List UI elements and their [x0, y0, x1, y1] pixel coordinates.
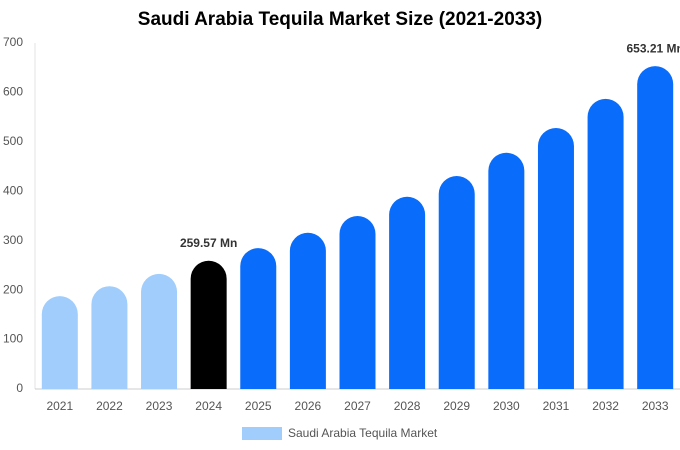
bar — [587, 98, 624, 390]
x-tick-label: 2027 — [344, 399, 371, 413]
legend-swatch — [242, 427, 282, 440]
y-tick-label: 700 — [3, 35, 23, 49]
x-tick-label: 2025 — [245, 399, 272, 413]
bar — [141, 273, 178, 389]
bar — [438, 175, 475, 389]
y-tick-label: 300 — [3, 233, 23, 247]
x-tick-label: 2023 — [146, 399, 173, 413]
bar — [339, 216, 376, 389]
x-tick-label: 2024 — [195, 399, 222, 413]
bar — [537, 128, 574, 389]
bar — [637, 66, 674, 390]
y-tick-label: 500 — [3, 134, 23, 148]
bar — [41, 296, 78, 389]
bar — [91, 286, 128, 389]
y-tick-label: 600 — [3, 85, 23, 99]
y-tick-label: 200 — [3, 282, 23, 296]
data-label: 653.21 Mn — [627, 41, 680, 55]
x-tick-label: 2033 — [642, 399, 669, 413]
x-tick-label: 2026 — [295, 399, 322, 413]
chart-title: Saudi Arabia Tequila Market Size (2021-2… — [138, 9, 542, 30]
x-tick-label: 2030 — [493, 399, 520, 413]
data-label: 259.57 Mn — [180, 236, 237, 250]
legend-label: Saudi Arabia Tequila Market — [288, 426, 438, 440]
x-tick-label: 2022 — [96, 399, 123, 413]
bar — [190, 260, 227, 389]
y-tick-label: 0 — [16, 381, 23, 395]
bar — [240, 248, 277, 389]
x-tick-label: 2031 — [543, 399, 570, 413]
bar — [389, 196, 426, 389]
y-tick-label: 400 — [3, 183, 23, 197]
x-tick-label: 2021 — [46, 399, 73, 413]
bar — [488, 152, 525, 389]
x-tick-label: 2029 — [443, 399, 470, 413]
x-tick-label: 2028 — [394, 399, 421, 413]
y-tick-label: 100 — [3, 332, 23, 346]
x-tick-label: 2032 — [592, 399, 619, 413]
bar — [289, 232, 326, 389]
